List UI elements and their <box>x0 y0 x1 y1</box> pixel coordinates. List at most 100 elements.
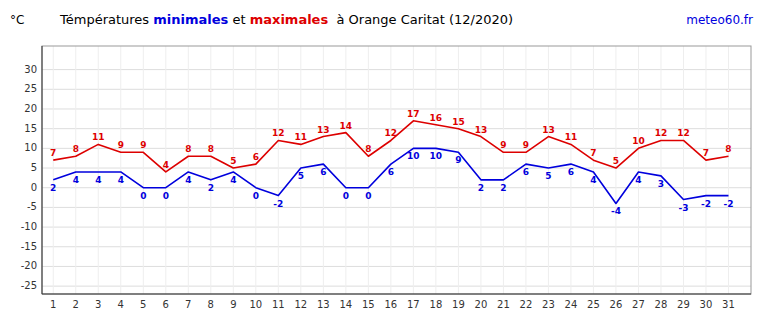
grid-line <box>615 46 616 294</box>
y-tick-label: -10 <box>21 221 37 232</box>
chart: -25-20-15-10-505101520253012345678910111… <box>0 0 765 320</box>
data-label: 4 <box>230 175 236 185</box>
data-label: 2 <box>478 183 484 193</box>
data-label: 6 <box>320 167 326 177</box>
data-label: 6 <box>568 167 574 177</box>
data-label: 7 <box>50 148 56 158</box>
data-label: 8 <box>73 144 79 154</box>
x-tick-label: 19 <box>452 299 465 310</box>
data-labels: 2444004240-25600610109226564-443-3-2-278… <box>50 109 733 217</box>
data-label: 12 <box>655 128 668 138</box>
data-label: 7 <box>590 148 596 158</box>
x-tick-label: 27 <box>632 299 645 310</box>
y-axis-label: °C <box>10 13 24 27</box>
y-tick-label: 10 <box>24 142 37 153</box>
data-label: 11 <box>92 132 105 142</box>
grid-line <box>233 46 234 294</box>
data-label: 0 <box>253 191 259 201</box>
x-axis-line <box>42 294 751 295</box>
y-tick-label: 20 <box>24 103 37 114</box>
data-label: 11 <box>565 132 578 142</box>
data-label: 10 <box>407 151 420 161</box>
y-tick-label: 5 <box>31 162 37 173</box>
data-label: 15 <box>452 117 465 127</box>
y-tick-label: 25 <box>24 83 37 94</box>
x-tick-label: 29 <box>677 299 690 310</box>
data-label: 13 <box>317 125 330 135</box>
x-tick-label: 14 <box>339 299 352 310</box>
data-label: 12 <box>385 128 398 138</box>
lines <box>53 121 728 204</box>
data-label: 4 <box>118 175 124 185</box>
data-label: 0 <box>140 191 146 201</box>
grid-line <box>503 46 504 294</box>
grid-line <box>368 46 369 294</box>
grid-line <box>42 286 751 287</box>
y-tick-label: 0 <box>31 182 37 193</box>
x-tick-label: 30 <box>700 299 713 310</box>
data-label: -4 <box>611 206 621 216</box>
grid-line <box>188 46 189 294</box>
data-label: 12 <box>677 128 690 138</box>
data-label: 6 <box>388 167 394 177</box>
grid-line <box>42 266 751 267</box>
series-line <box>53 121 728 172</box>
data-label: 16 <box>430 113 443 123</box>
data-label: 14 <box>340 121 353 131</box>
grid-line <box>300 46 301 294</box>
x-tick-label: 10 <box>249 299 262 310</box>
x-tick-label: 24 <box>565 299 578 310</box>
y-tick-label: -5 <box>27 201 37 212</box>
data-label: 8 <box>365 144 371 154</box>
x-tick-label: 8 <box>208 299 214 310</box>
grid-line <box>548 46 549 294</box>
grid-line <box>42 168 751 169</box>
x-tick-label: 12 <box>294 299 307 310</box>
x-tick-label: 25 <box>587 299 600 310</box>
data-label: 8 <box>725 144 731 154</box>
grid-line <box>683 46 684 294</box>
y-tick-label: -25 <box>21 280 37 291</box>
data-label: 9 <box>523 140 529 150</box>
grid-line <box>278 46 279 294</box>
x-tick-label: 21 <box>497 299 510 310</box>
data-label: 0 <box>343 191 349 201</box>
x-tick-label: 13 <box>317 299 330 310</box>
y-tick-label: -15 <box>21 241 37 252</box>
data-label: -2 <box>701 199 711 209</box>
data-label: -2 <box>723 199 733 209</box>
grid-line <box>728 46 729 294</box>
x-tick-label: 9 <box>230 299 236 310</box>
x-tick-label: 28 <box>655 299 668 310</box>
data-label: 11 <box>295 132 308 142</box>
data-label: 5 <box>545 171 551 181</box>
data-label: 6 <box>253 152 259 162</box>
x-tick-label: 26 <box>610 299 623 310</box>
data-label: 9 <box>118 140 124 150</box>
grid-line <box>435 46 436 294</box>
grid-line <box>593 46 594 294</box>
grid-line <box>210 46 211 294</box>
watermark: meteo60.fr <box>686 13 753 27</box>
grid-line <box>413 46 414 294</box>
data-label: 13 <box>542 125 555 135</box>
grid-line <box>660 46 661 294</box>
y-tick-label: 30 <box>24 64 37 75</box>
grid-line <box>480 46 481 294</box>
data-label: 17 <box>407 109 420 119</box>
data-label: -3 <box>678 203 688 213</box>
data-label: 0 <box>365 191 371 201</box>
data-label: 9 <box>140 140 146 150</box>
data-label: 12 <box>272 128 285 138</box>
x-tick-label: 4 <box>118 299 124 310</box>
grid-line <box>42 207 751 208</box>
data-label: 4 <box>73 175 79 185</box>
data-label: 6 <box>523 167 529 177</box>
data-label: 9 <box>455 155 461 165</box>
x-tick-label: 16 <box>385 299 398 310</box>
grid-line <box>42 227 751 228</box>
x-tick-label: 31 <box>722 299 735 310</box>
x-tick-label: 2 <box>73 299 79 310</box>
data-label: 9 <box>500 140 506 150</box>
x-tick-label: 18 <box>430 299 443 310</box>
